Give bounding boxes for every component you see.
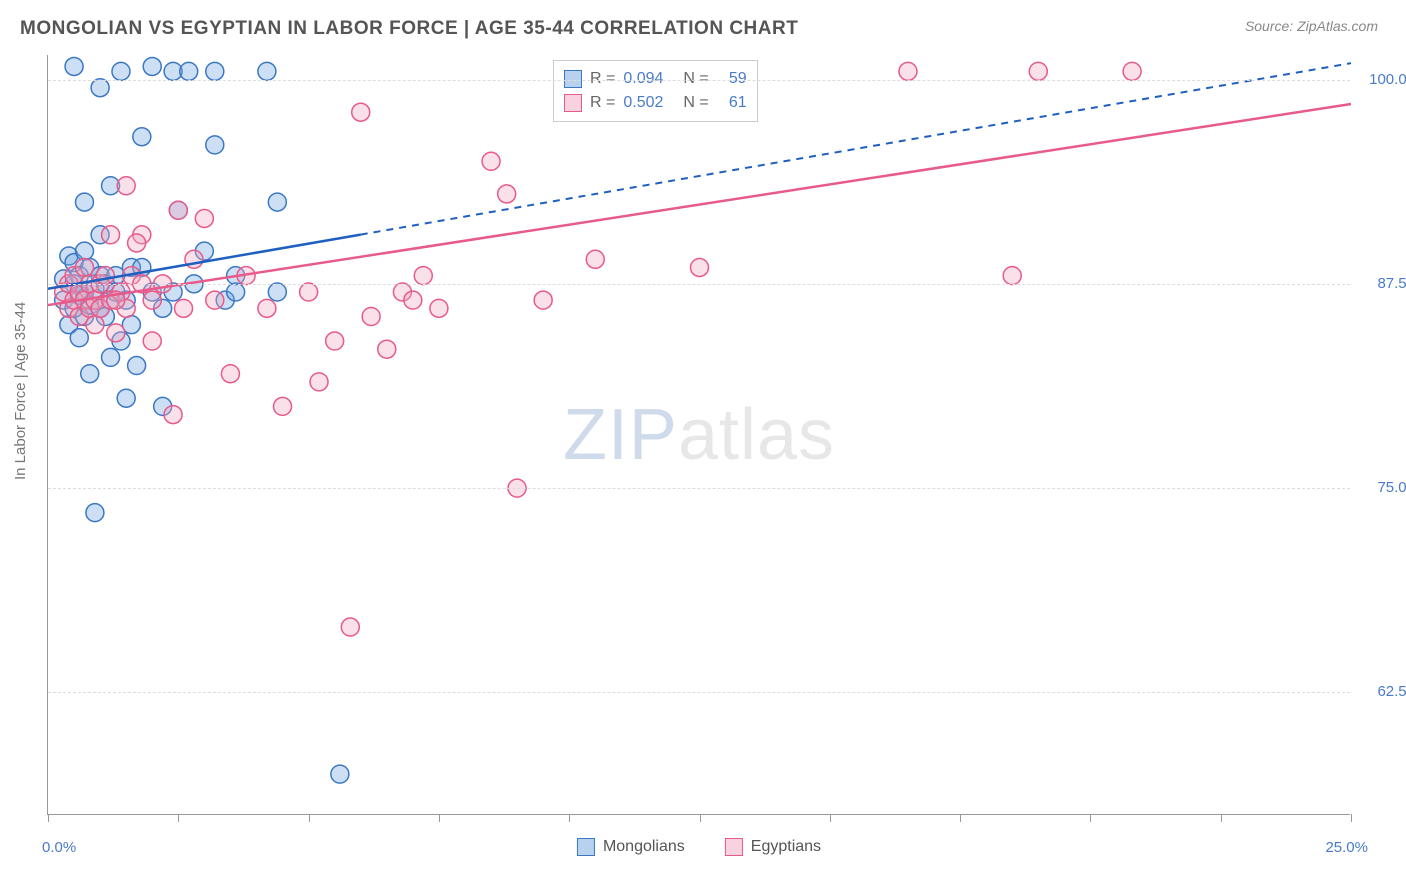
scatter-point [378, 340, 396, 358]
scatter-point [691, 258, 709, 276]
n-label: N = [683, 94, 708, 112]
scatter-point [143, 332, 161, 350]
series-legend-item: Egyptians [725, 838, 821, 856]
scatter-point [143, 57, 161, 75]
source-attribution: Source: ZipAtlas.com [1245, 18, 1378, 34]
x-tick [178, 814, 179, 822]
scatter-point [128, 234, 146, 252]
scatter-point [128, 357, 146, 375]
scatter-point [221, 365, 239, 383]
correlation-stats-legend: R =0.094N =59R =0.502N =61 [553, 60, 758, 122]
scatter-plot-svg [48, 55, 1350, 814]
scatter-point [96, 267, 114, 285]
scatter-point [169, 201, 187, 219]
scatter-point [1123, 62, 1141, 80]
scatter-point [1029, 62, 1047, 80]
series-name: Mongolians [603, 838, 685, 856]
n-value: 61 [717, 94, 747, 112]
scatter-point [206, 291, 224, 309]
scatter-point [117, 389, 135, 407]
scatter-point [310, 373, 328, 391]
gridline-h [48, 284, 1350, 285]
x-tick [1221, 814, 1222, 822]
series-name: Egyptians [751, 838, 821, 856]
scatter-point [482, 152, 500, 170]
scatter-point [1003, 267, 1021, 285]
scatter-point [91, 79, 109, 97]
scatter-point [268, 283, 286, 301]
scatter-point [300, 283, 318, 301]
r-label: R = [590, 94, 615, 112]
y-tick-label: 62.5% [1360, 683, 1406, 700]
scatter-point [133, 128, 151, 146]
scatter-point [899, 62, 917, 80]
scatter-point [352, 103, 370, 121]
scatter-point [268, 193, 286, 211]
r-value: 0.502 [623, 94, 675, 112]
x-tick [830, 814, 831, 822]
scatter-point [75, 193, 93, 211]
scatter-point [86, 316, 104, 334]
gridline-h [48, 692, 1350, 693]
scatter-point [258, 299, 276, 317]
x-tick [960, 814, 961, 822]
legend-swatch [725, 838, 743, 856]
y-axis-label: In Labor Force | Age 35-44 [12, 302, 29, 480]
x-tick [700, 814, 701, 822]
scatter-point [362, 308, 380, 326]
chart-title: MONGOLIAN VS EGYPTIAN IN LABOR FORCE | A… [20, 18, 798, 40]
x-tick [309, 814, 310, 822]
x-tick [1090, 814, 1091, 822]
scatter-point [498, 185, 516, 203]
gridline-h [48, 488, 1350, 489]
scatter-point [404, 291, 422, 309]
scatter-point [112, 62, 130, 80]
y-tick-label: 87.5% [1360, 275, 1406, 292]
x-tick [48, 814, 49, 822]
plot-area: ZIPatlas R =0.094N =59R =0.502N =61 Mong… [47, 55, 1350, 815]
legend-swatch [564, 94, 582, 112]
scatter-point [75, 258, 93, 276]
scatter-point [70, 329, 88, 347]
scatter-point [274, 397, 292, 415]
scatter-point [331, 765, 349, 783]
scatter-point [414, 267, 432, 285]
scatter-point [81, 365, 99, 383]
scatter-point [164, 406, 182, 424]
series-legend: Mongolians Egyptians [577, 838, 821, 856]
series-legend-item: Mongolians [577, 838, 685, 856]
x-min-label: 0.0% [42, 839, 76, 856]
chart-container: MONGOLIAN VS EGYPTIAN IN LABOR FORCE | A… [0, 0, 1406, 892]
scatter-point [206, 136, 224, 154]
x-tick [439, 814, 440, 822]
scatter-point [175, 299, 193, 317]
x-tick [569, 814, 570, 822]
scatter-point [195, 209, 213, 227]
y-tick-label: 100.0% [1360, 71, 1406, 88]
scatter-point [102, 348, 120, 366]
x-max-label: 25.0% [1325, 839, 1368, 856]
scatter-point [534, 291, 552, 309]
x-tick [1351, 814, 1352, 822]
scatter-point [75, 242, 93, 260]
scatter-point [326, 332, 344, 350]
gridline-h [48, 80, 1350, 81]
scatter-point [143, 291, 161, 309]
scatter-point [206, 62, 224, 80]
scatter-point [258, 62, 276, 80]
scatter-point [117, 177, 135, 195]
scatter-point [86, 504, 104, 522]
legend-stats-row: R = 0.502 N = 61 [564, 91, 747, 115]
scatter-point [102, 226, 120, 244]
scatter-point [65, 57, 83, 75]
legend-swatch [577, 838, 595, 856]
scatter-point [341, 618, 359, 636]
scatter-point [586, 250, 604, 268]
scatter-point [107, 324, 125, 342]
scatter-point [227, 283, 245, 301]
y-tick-label: 75.0% [1360, 479, 1406, 496]
scatter-point [430, 299, 448, 317]
scatter-point [180, 62, 198, 80]
trend-line-dashed [361, 63, 1351, 234]
